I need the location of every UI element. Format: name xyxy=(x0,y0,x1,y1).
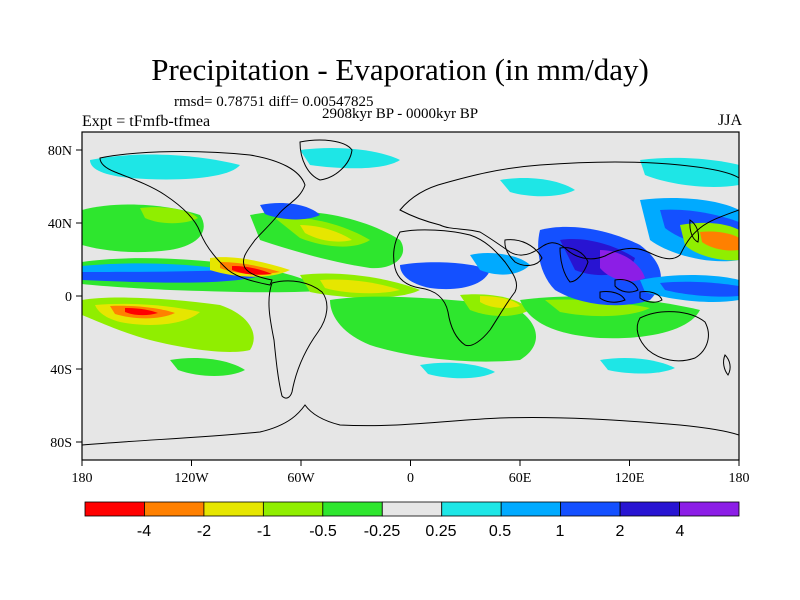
colorbar-box xyxy=(679,501,740,517)
coastline xyxy=(636,311,709,362)
colorbar-box xyxy=(381,501,443,517)
colorbar-box xyxy=(203,501,264,517)
positive-anomaly-region xyxy=(260,203,320,220)
colorbar-box xyxy=(144,501,205,517)
coastline xyxy=(639,291,663,303)
colorbar-label: 0.5 xyxy=(489,523,511,540)
colorbar-box xyxy=(441,501,502,517)
colorbar-label: -1 xyxy=(257,523,271,540)
colorbar-box xyxy=(560,501,621,517)
coastline xyxy=(559,247,589,283)
negative-anomaly-region xyxy=(480,296,520,309)
coastline xyxy=(723,354,731,376)
negative-anomaly-region xyxy=(232,266,272,275)
colorbar-box xyxy=(322,501,383,517)
negative-anomaly-region xyxy=(700,231,739,251)
season-label: JJA xyxy=(717,112,742,129)
lon-axis: 180 120W 60W 0 60E 120E 180 xyxy=(72,460,750,486)
coastline xyxy=(399,161,739,260)
colorbar-labels: -4 -2 -1 -0.5 -0.25 0.25 0.5 1 2 4 xyxy=(137,523,685,540)
negative-anomaly-region xyxy=(320,279,400,294)
positive-anomaly-region xyxy=(660,281,739,297)
colorbar-label: 0.25 xyxy=(425,523,456,540)
lat-tick-label: 40N xyxy=(48,217,72,232)
colorbar-box xyxy=(84,501,145,517)
coastline xyxy=(99,151,306,286)
coastline xyxy=(504,239,543,266)
lon-tick-label: 120E xyxy=(615,471,645,486)
lat-axis: 80N 40N 0 40S 80S xyxy=(48,144,82,451)
colorbar-label: -4 xyxy=(137,523,151,540)
colorbar-box xyxy=(619,501,680,517)
positive-anomaly-region xyxy=(470,253,530,275)
lon-tick-label: 60W xyxy=(287,471,315,486)
negative-anomaly-region xyxy=(82,263,230,272)
coastline xyxy=(393,229,518,347)
positive-anomaly-region xyxy=(420,362,495,379)
plot-title: Precipitation - Evaporation (in mm/day) xyxy=(151,52,649,87)
positive-anomaly-region xyxy=(90,154,240,180)
coastline xyxy=(614,279,639,293)
lon-tick-label: 180 xyxy=(729,471,750,486)
colorbar-label: -2 xyxy=(197,523,211,540)
negative-anomaly-region xyxy=(125,308,158,316)
anomaly-field xyxy=(82,148,739,379)
lon-tick-label: 0 xyxy=(407,471,414,486)
positive-anomaly-region xyxy=(600,357,675,374)
negative-anomaly-region xyxy=(300,225,352,242)
colorbar-label: -0.25 xyxy=(364,523,401,540)
lat-tick-label: 80N xyxy=(48,144,72,159)
coastline xyxy=(268,280,328,399)
positive-anomaly-region xyxy=(600,250,645,282)
coastlines xyxy=(82,139,739,446)
colorbar-label: -0.5 xyxy=(309,523,337,540)
colorbar-label: 4 xyxy=(676,523,685,540)
colorbar-box xyxy=(500,501,562,517)
lon-tick-label: 120W xyxy=(174,471,209,486)
colorbar-label: 1 xyxy=(556,523,565,540)
coastline xyxy=(599,291,626,303)
lon-tick-label: 180 xyxy=(72,471,93,486)
colorbar-label: 2 xyxy=(616,523,625,540)
coastline xyxy=(82,404,739,446)
period-line: 2908kyr BP - 0000kyr BP xyxy=(322,106,479,122)
negative-anomaly-region xyxy=(140,207,198,224)
positive-anomaly-region xyxy=(400,262,490,290)
experiment-label: Expt = tFmfb-tfmea xyxy=(82,113,211,130)
negative-anomaly-region xyxy=(170,358,245,376)
coastline xyxy=(689,219,699,243)
lat-tick-label: 80S xyxy=(50,436,72,451)
lat-tick-label: 0 xyxy=(65,290,72,305)
colorbar-box xyxy=(262,501,324,517)
negative-anomaly-region xyxy=(545,299,650,317)
positive-anomaly-region xyxy=(500,178,575,197)
lon-tick-label: 60E xyxy=(509,471,532,486)
stats-line: rmsd= 0.78751 diff= 0.00547825 xyxy=(174,94,374,110)
lat-tick-label: 40S xyxy=(50,363,72,378)
coastline xyxy=(299,139,353,181)
positive-anomaly-region xyxy=(640,157,739,187)
colorbar xyxy=(84,501,740,517)
